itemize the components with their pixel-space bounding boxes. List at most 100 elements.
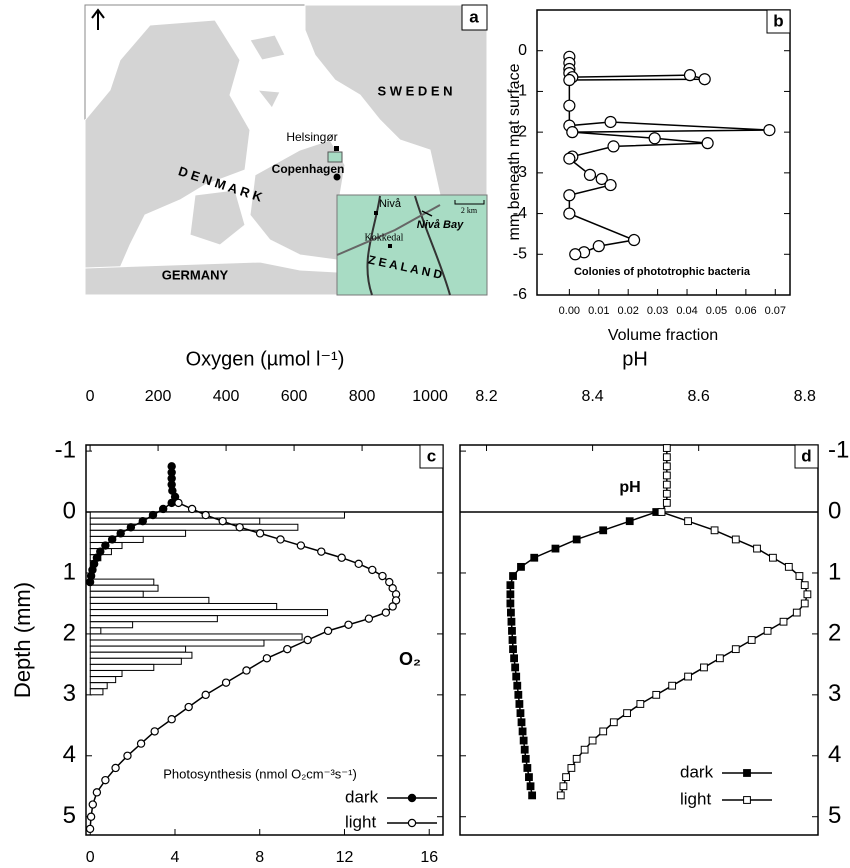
x2-axis-label: Photosynthesis (nmol O₂cm⁻³s⁻¹) — [163, 766, 357, 781]
circle-marker — [604, 115, 617, 129]
circle-marker — [583, 168, 597, 181]
circle-marker — [221, 678, 231, 687]
bar — [89, 676, 117, 684]
square-marker — [509, 572, 517, 580]
town-marker — [333, 173, 341, 181]
inset-locator — [327, 151, 343, 163]
circle-marker — [107, 535, 117, 544]
square-marker — [652, 690, 661, 699]
bar — [89, 639, 265, 647]
circle-marker — [698, 73, 711, 86]
chart-panel: 8.2 8.4 8.6 8.8 -1 0 1 2 3 4 5 pH pH dark light d — [459, 348, 849, 836]
square-marker — [715, 654, 724, 663]
x2-tick-label: 8 — [255, 849, 264, 866]
legend-marker — [407, 818, 417, 828]
x2-tick-label: 0 — [86, 849, 95, 866]
x-tick-label: 1000 — [412, 388, 448, 405]
legend-label: light — [680, 789, 711, 808]
town-label: Nivå — [379, 198, 402, 210]
square-marker — [700, 663, 708, 672]
square-marker — [506, 599, 515, 608]
y-tick-label: 4 — [828, 741, 841, 768]
town-marker — [334, 146, 339, 151]
circle-marker — [354, 559, 363, 569]
square-marker — [792, 608, 801, 617]
x-tick-label: 0.03 — [647, 305, 668, 317]
circle-marker — [201, 510, 210, 520]
circle-marker — [607, 140, 620, 153]
circle-marker — [364, 614, 374, 623]
square-marker — [609, 718, 618, 727]
circle-marker — [566, 126, 579, 139]
circle-marker — [563, 152, 576, 165]
square-marker — [769, 553, 777, 562]
y-tick-label: -1 — [828, 436, 849, 463]
circle-marker — [648, 132, 661, 145]
x-tick-label: 400 — [213, 388, 240, 405]
x-tick-label: 8.6 — [688, 388, 710, 405]
circle-marker — [96, 547, 105, 556]
y-tick-label: -1 — [513, 83, 527, 100]
y-tick-label: 3 — [828, 680, 841, 707]
bar — [89, 590, 144, 598]
square-marker — [599, 526, 608, 535]
panel-label-box — [794, 444, 819, 469]
circle-marker — [167, 498, 176, 508]
circle-marker — [170, 492, 180, 501]
y-tick-label: -4 — [513, 205, 527, 222]
square-marker — [731, 645, 740, 654]
circle-marker — [604, 178, 617, 192]
square-marker — [516, 709, 525, 718]
x-tick-label: 0.00 — [559, 305, 580, 317]
y-tick-label: 5 — [828, 802, 841, 829]
country-label: GERMANY — [162, 267, 229, 282]
square-marker — [599, 727, 608, 736]
circle-marker — [92, 788, 102, 797]
bar — [89, 663, 155, 671]
y-tick-label: -6 — [513, 286, 527, 303]
circle-marker — [296, 541, 306, 550]
y-tick-label: 0 — [518, 42, 527, 59]
y-tick-label: 1 — [63, 558, 76, 585]
town-label: Kokkedal — [365, 232, 404, 243]
x-tick-label: 8.8 — [794, 388, 816, 405]
circle-marker — [136, 739, 146, 748]
square-marker — [784, 562, 793, 571]
circle-marker — [344, 620, 353, 629]
circle-marker — [763, 124, 776, 137]
square-marker — [515, 700, 524, 708]
square-marker — [511, 663, 520, 672]
x-tick-label: 0.01 — [588, 305, 609, 317]
x-axis-label: Oxygen (µmol l⁻¹) — [186, 348, 345, 370]
square-marker — [517, 562, 525, 571]
square-marker — [763, 626, 772, 635]
bar — [89, 657, 182, 665]
square-marker — [521, 754, 530, 763]
bar — [89, 609, 329, 617]
legend-label: dark — [345, 787, 379, 806]
bar — [89, 621, 134, 629]
y-tick-label: -1 — [55, 436, 76, 463]
square-marker — [753, 544, 761, 553]
bar — [89, 651, 193, 659]
map-panel: a S W E D E N D E N M A R K GERMANY Hels… — [84, 4, 488, 296]
square-marker — [518, 727, 527, 736]
jutland-land — [84, 19, 251, 269]
circle-marker — [123, 751, 132, 760]
north-arrow — [91, 8, 105, 30]
circle-marker — [283, 644, 292, 654]
square-marker — [662, 498, 671, 507]
bar — [89, 584, 159, 592]
y-tick-label: -5 — [513, 246, 527, 263]
circle-marker — [138, 516, 147, 526]
y-tick-label: 2 — [828, 619, 841, 646]
circle-marker — [218, 516, 227, 526]
square-marker — [747, 636, 756, 644]
x-tick-label: 0 — [86, 388, 95, 405]
circle-marker — [388, 602, 397, 611]
bar — [89, 517, 261, 525]
funen-land — [189, 189, 246, 246]
square-marker — [662, 471, 671, 480]
panel-label: d — [801, 446, 811, 465]
